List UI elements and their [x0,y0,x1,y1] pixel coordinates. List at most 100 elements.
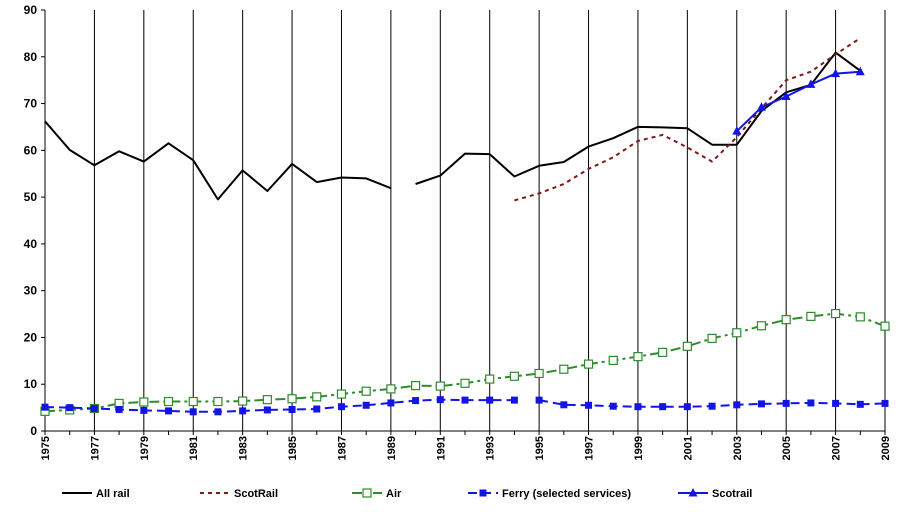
data-point [287,394,297,404]
legend-label: Ferry (selected services) [502,488,631,500]
data-point [756,102,766,111]
data-point [361,386,371,396]
data-point [881,399,889,407]
legend-label: All rail [96,488,130,500]
data-point [115,405,123,413]
series-scotrail [732,66,865,135]
data-point [336,389,347,399]
data-point [90,405,98,413]
x-tick-label: 2003 [732,436,744,460]
y-tick-label: 0 [30,424,37,438]
data-point [831,68,841,78]
data-point [485,374,495,384]
series-line [736,70,861,132]
data-point [682,341,692,351]
data-point [583,359,594,369]
y-tick-label: 20 [24,330,38,344]
y-tick-label: 60 [24,143,38,157]
data-point [683,403,691,411]
x-tick-label: 1989 [386,436,398,460]
data-point [410,381,421,391]
data-point [412,397,420,405]
data-point [560,401,568,409]
x-axis-tick-labels: 1975 1977 1979 1981 1983 1985 1987 1989 1991 1993… [40,436,892,460]
data-point [337,403,345,411]
y-tick-label: 40 [24,237,38,251]
x-tick-label: 2009 [880,436,892,460]
data-point [659,403,667,411]
x-tick-label: 1975 [40,436,52,460]
data-point [188,396,198,407]
data-point [855,312,865,322]
data-point [263,406,271,414]
x-tick-label: 1997 [584,436,596,460]
data-point [807,399,815,407]
x-tick-label: 2007 [831,436,843,460]
data-point [855,66,865,76]
legend-item: Ferry (selected services) [468,488,631,500]
data-point [608,355,618,365]
data-point [510,396,518,404]
legend-label: Air [386,488,402,500]
data-point [757,400,765,408]
vertical-gridlines [93,10,886,431]
series-line [514,37,861,202]
series-line [44,120,392,201]
data-point [585,401,593,409]
data-point [479,489,487,497]
legend-item: Scotrail [678,488,752,500]
x-tick-label: 2005 [781,436,793,460]
x-tick-label: 1995 [534,436,546,460]
data-point [435,381,445,391]
data-point [782,399,790,407]
x-tick-label: 1987 [336,436,348,460]
legend-item: Air [352,488,402,500]
x-tick-label: 1985 [287,436,299,460]
data-point [559,364,569,374]
data-point [781,91,791,101]
y-tick-label: 70 [24,97,38,111]
x-tick-label: 1977 [89,436,101,460]
x-tick-label: 1993 [485,436,497,460]
y-tick-label: 50 [24,190,38,204]
y-axis-tick-labels: 0 10 20 30 40 50 60 70 80 90 [24,3,38,438]
data-point [708,402,716,410]
data-point [806,311,816,321]
data-point [756,321,767,331]
data-point [781,315,791,325]
data-point [534,368,544,379]
y-tick-label: 10 [24,377,38,391]
data-point [214,408,222,416]
x-tick-label: 1979 [139,436,151,460]
data-point [66,404,74,412]
series-group [40,37,890,416]
series-line [44,398,515,413]
legend-label: ScotRail [234,488,278,500]
data-point [165,407,173,415]
data-point [139,397,149,407]
x-tick-label: 1981 [188,436,200,460]
data-point [535,396,543,404]
y-tick-label: 80 [24,50,38,64]
y-tick-label: 30 [24,284,38,298]
data-point [830,308,841,319]
data-point [806,79,816,88]
data-point [362,401,370,409]
data-point [732,328,742,338]
data-point [288,405,296,413]
data-point [856,400,864,408]
data-point [733,401,741,409]
data-point [239,407,247,415]
y-tick-label: 90 [24,3,38,17]
data-point [163,396,174,407]
legend-item: ScotRail [200,488,278,500]
legend-label: Scotrail [712,488,752,500]
data-point [312,392,322,402]
x-tick-label: 1983 [238,436,250,460]
data-point [880,321,890,331]
data-point [362,488,372,498]
data-point [262,395,272,405]
data-point [688,488,698,497]
data-point [832,399,840,407]
